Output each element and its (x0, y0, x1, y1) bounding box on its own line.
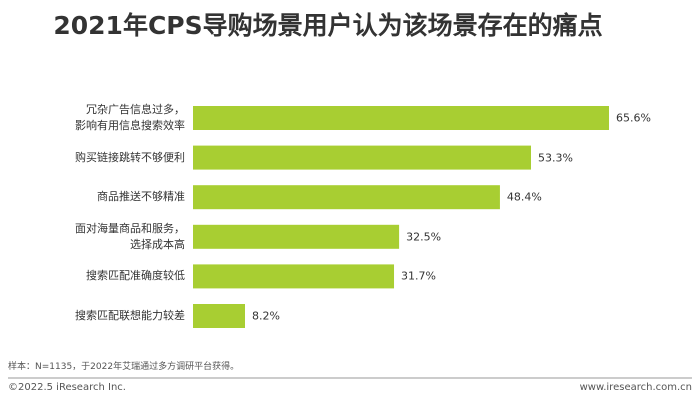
value-label: 48.4% (506, 190, 542, 204)
source-note: 样本：N=1135，于2022年艾瑞通过多方调研平台获得。 (8, 362, 240, 372)
value-label: 65.6% (616, 111, 651, 125)
category-label: 冗杂广告信息过多， 影响有用信息搜索效率 (75, 103, 185, 132)
value-label: 31.7% (401, 269, 436, 283)
value-label: 8.2% (252, 309, 280, 323)
bar (193, 106, 609, 130)
footer-left: ©2022.5 iResearch Inc. (8, 382, 126, 393)
bar (193, 145, 531, 170)
bar (193, 264, 395, 289)
chart-title: 2021年CPS导购场景用户认为该场景存在的痛点 (53, 11, 603, 40)
category-label: 商品推送不够精准 (97, 190, 185, 204)
footer-right: www.iresearch.com.cn (579, 382, 692, 393)
bar (193, 185, 500, 210)
category-label: 面对海量商品和服务， 选择成本高 (75, 221, 185, 251)
value-label: 32.5% (406, 230, 442, 244)
category-label: 搜索匹配准确度较低 (86, 269, 185, 283)
bar (193, 224, 400, 249)
category-label: 购买链接跳转不够便利 (75, 150, 185, 164)
category-label: 搜索匹配联想能力较差 (75, 309, 185, 322)
bar (193, 304, 245, 328)
value-label: 53.3% (538, 151, 573, 165)
